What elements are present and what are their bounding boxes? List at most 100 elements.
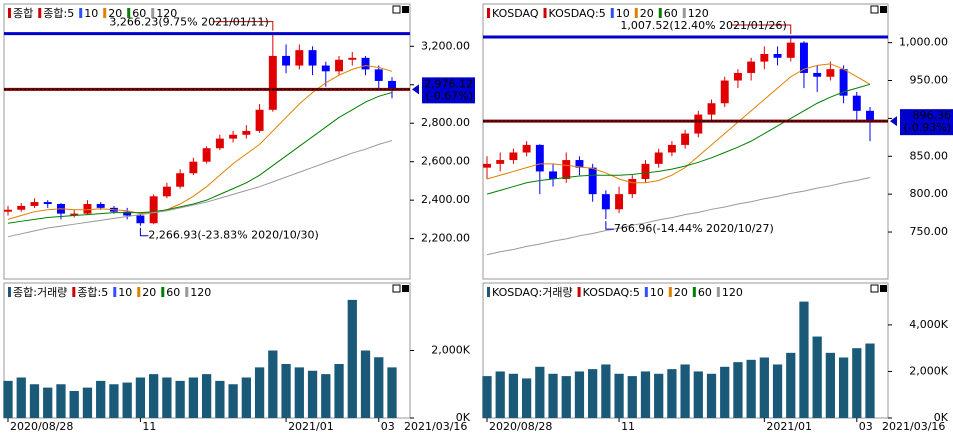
candle-body	[773, 54, 782, 58]
candle-body	[335, 59, 344, 72]
legend-swatch	[610, 8, 614, 18]
low-label: 766.96(-14.44% 2020/10/27)	[614, 222, 774, 235]
candle-body	[522, 144, 531, 153]
legend-label: 종합:5	[43, 7, 74, 20]
candle-body	[176, 173, 185, 187]
candle-body	[295, 50, 304, 66]
candle-body	[43, 202, 52, 204]
restore-button[interactable]	[870, 284, 879, 293]
volume-bar	[281, 364, 291, 418]
legend-label: KOSDAQ	[492, 7, 539, 20]
legend-label: 20	[640, 7, 654, 20]
moving-average	[486, 176, 871, 256]
restore-button[interactable]	[870, 5, 879, 14]
legend-swatch	[487, 8, 490, 18]
candle-body	[601, 194, 610, 210]
volume-bar	[627, 376, 637, 418]
volume-bar	[16, 377, 26, 418]
volume-bar	[733, 362, 743, 418]
candle-body	[786, 42, 795, 58]
high-pointer	[730, 24, 792, 34]
volume-bar	[321, 374, 331, 418]
volume-bar	[825, 352, 836, 418]
moving-average	[486, 63, 871, 184]
candle-body	[839, 69, 848, 96]
y-tick-label: 3,200.00	[421, 39, 470, 52]
legend-swatch	[577, 287, 581, 297]
candle-body	[483, 163, 491, 168]
candle-body	[162, 186, 171, 197]
legend-label: 120	[688, 7, 709, 20]
volume-bar	[482, 376, 492, 418]
volume-bar	[29, 384, 40, 418]
candle-body	[123, 211, 132, 216]
close-button[interactable]	[402, 6, 409, 13]
volume-bar	[56, 384, 66, 418]
close-button[interactable]	[880, 6, 887, 13]
volume-bar	[746, 359, 756, 418]
y-tick-label: 1,000.00	[899, 36, 948, 49]
legend-swatch	[72, 287, 76, 297]
legend-swatch	[113, 287, 117, 297]
legend-label: 20	[108, 7, 122, 20]
candle-body	[202, 148, 211, 162]
candle-body	[496, 160, 505, 164]
volume-bar	[495, 371, 505, 418]
volume-bar	[254, 367, 265, 418]
candle-body	[641, 163, 650, 179]
candle-body	[588, 167, 597, 195]
y-tick-label: 2,600.00	[421, 155, 470, 168]
restore-button[interactable]	[392, 5, 401, 14]
candle-body	[282, 55, 291, 66]
y-tick-label: 800.00	[910, 187, 949, 200]
candle-body	[374, 69, 383, 81]
candle-body	[242, 130, 251, 135]
candle-body	[388, 80, 396, 90]
last-price-arrow	[412, 84, 419, 95]
last-price-label: 2,976.12	[424, 77, 473, 90]
moving-average	[486, 83, 871, 195]
moving-average	[7, 65, 393, 220]
volume-bar	[3, 380, 13, 418]
y-tick-label: 850.00	[910, 149, 949, 162]
candle-body	[361, 57, 370, 70]
legend-swatch	[543, 8, 547, 18]
legend-label: 종합	[13, 7, 33, 20]
legend-swatch	[668, 287, 672, 297]
y-tick-label: 950.00	[910, 74, 949, 87]
x-tick-label: 2021/01	[766, 420, 812, 433]
legend-swatch	[137, 287, 141, 297]
candle-body	[70, 213, 79, 216]
volume-bar	[175, 380, 185, 418]
volume-bar	[69, 391, 79, 418]
legend-label: 120	[190, 286, 211, 299]
legend-label: 10	[118, 286, 132, 299]
candle-body	[321, 65, 330, 72]
volume-bar	[812, 336, 822, 418]
last-price-label: 896.36	[913, 109, 952, 122]
candle-body	[866, 110, 874, 122]
candle-body	[733, 72, 742, 81]
restore-button[interactable]	[392, 284, 401, 293]
volume-bar	[640, 371, 651, 418]
volume-bar	[201, 374, 212, 418]
close-button[interactable]	[880, 285, 887, 292]
legend-swatch	[634, 8, 638, 18]
high-label: 3,266.23(9.75% 2021/01/11)	[109, 16, 268, 29]
volume-bar	[838, 357, 849, 418]
volume-bar	[706, 373, 717, 418]
legend-swatch	[658, 8, 662, 18]
legend-label: 120	[156, 7, 177, 20]
last-price-box	[422, 77, 475, 104]
candle-body	[549, 171, 557, 179]
volume-bar	[680, 364, 690, 418]
candle-body	[136, 215, 145, 224]
candle-body	[747, 61, 756, 73]
volume-bar	[588, 369, 598, 418]
moving-average	[7, 140, 393, 238]
volume-bar	[374, 357, 384, 418]
volume-bar	[307, 370, 318, 418]
volume-bar	[162, 377, 172, 418]
close-button[interactable]	[402, 285, 409, 292]
